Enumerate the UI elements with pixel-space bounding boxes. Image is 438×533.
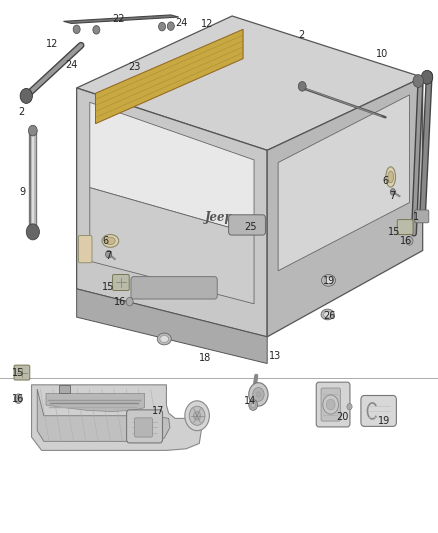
Circle shape	[167, 22, 174, 30]
Text: 14: 14	[244, 396, 257, 406]
Text: 6: 6	[382, 176, 389, 186]
Polygon shape	[90, 102, 254, 235]
Circle shape	[20, 88, 32, 103]
Text: 22: 22	[112, 14, 124, 23]
Text: 7: 7	[106, 252, 112, 261]
Text: 25: 25	[244, 222, 257, 231]
Text: 2: 2	[298, 30, 304, 39]
FancyBboxPatch shape	[397, 220, 413, 235]
Text: 16: 16	[114, 297, 127, 307]
Text: 2: 2	[18, 107, 24, 117]
Ellipse shape	[324, 277, 333, 284]
Text: 1: 1	[413, 213, 419, 222]
Circle shape	[194, 411, 201, 420]
Circle shape	[159, 22, 166, 31]
Text: 19: 19	[378, 416, 391, 426]
FancyBboxPatch shape	[415, 210, 429, 223]
Circle shape	[406, 237, 413, 245]
Polygon shape	[64, 15, 179, 23]
Circle shape	[390, 189, 396, 195]
Text: 18: 18	[199, 353, 211, 363]
Circle shape	[421, 70, 433, 84]
Ellipse shape	[157, 333, 171, 345]
Circle shape	[26, 224, 39, 240]
Circle shape	[249, 383, 268, 406]
Polygon shape	[267, 77, 423, 337]
Circle shape	[298, 82, 306, 91]
Circle shape	[126, 297, 133, 306]
Text: 16: 16	[400, 237, 413, 246]
Text: 6: 6	[102, 236, 108, 246]
Circle shape	[256, 392, 261, 397]
Text: 15: 15	[388, 227, 400, 237]
Circle shape	[185, 401, 209, 431]
Polygon shape	[77, 88, 267, 337]
Text: 17: 17	[152, 407, 164, 416]
Circle shape	[106, 251, 112, 258]
Text: 15: 15	[12, 368, 25, 378]
Text: 12: 12	[46, 39, 58, 49]
Text: 15: 15	[102, 282, 115, 292]
Text: 9: 9	[20, 187, 26, 197]
Text: 19: 19	[323, 277, 336, 286]
Text: 23: 23	[129, 62, 141, 71]
Text: 26: 26	[323, 311, 336, 320]
Circle shape	[249, 400, 258, 410]
Ellipse shape	[388, 171, 393, 183]
FancyBboxPatch shape	[127, 410, 162, 443]
Ellipse shape	[106, 237, 115, 245]
Polygon shape	[95, 29, 243, 124]
Circle shape	[14, 394, 22, 403]
Text: 24: 24	[176, 19, 188, 28]
FancyBboxPatch shape	[113, 274, 129, 290]
FancyBboxPatch shape	[229, 215, 265, 235]
Circle shape	[326, 399, 335, 410]
Text: 12: 12	[201, 19, 213, 29]
FancyBboxPatch shape	[78, 236, 92, 263]
FancyBboxPatch shape	[321, 388, 340, 421]
Text: 13: 13	[269, 351, 281, 361]
Polygon shape	[278, 95, 410, 271]
Ellipse shape	[321, 274, 336, 286]
Text: 24: 24	[65, 60, 77, 70]
Polygon shape	[90, 188, 254, 304]
Text: Jeep: Jeep	[205, 211, 233, 224]
Polygon shape	[32, 385, 201, 450]
Circle shape	[253, 387, 264, 401]
Ellipse shape	[321, 309, 334, 320]
Circle shape	[251, 402, 255, 408]
Circle shape	[323, 395, 339, 414]
Text: 10: 10	[376, 50, 388, 59]
Circle shape	[189, 406, 205, 425]
Ellipse shape	[102, 235, 119, 247]
Circle shape	[93, 26, 100, 34]
Circle shape	[413, 75, 424, 87]
Circle shape	[347, 403, 352, 410]
Ellipse shape	[324, 311, 332, 318]
Text: 16: 16	[12, 394, 25, 403]
Ellipse shape	[160, 336, 169, 342]
Text: 7: 7	[389, 191, 396, 201]
Circle shape	[73, 25, 80, 34]
Circle shape	[28, 125, 37, 136]
Polygon shape	[37, 389, 170, 441]
Text: 20: 20	[336, 412, 349, 422]
FancyBboxPatch shape	[316, 382, 350, 427]
FancyBboxPatch shape	[131, 277, 217, 299]
Polygon shape	[77, 289, 267, 364]
FancyBboxPatch shape	[134, 418, 152, 437]
Ellipse shape	[386, 167, 396, 187]
FancyBboxPatch shape	[361, 395, 396, 426]
Polygon shape	[46, 393, 145, 411]
FancyBboxPatch shape	[14, 365, 30, 380]
Polygon shape	[77, 16, 423, 150]
Polygon shape	[59, 385, 70, 393]
